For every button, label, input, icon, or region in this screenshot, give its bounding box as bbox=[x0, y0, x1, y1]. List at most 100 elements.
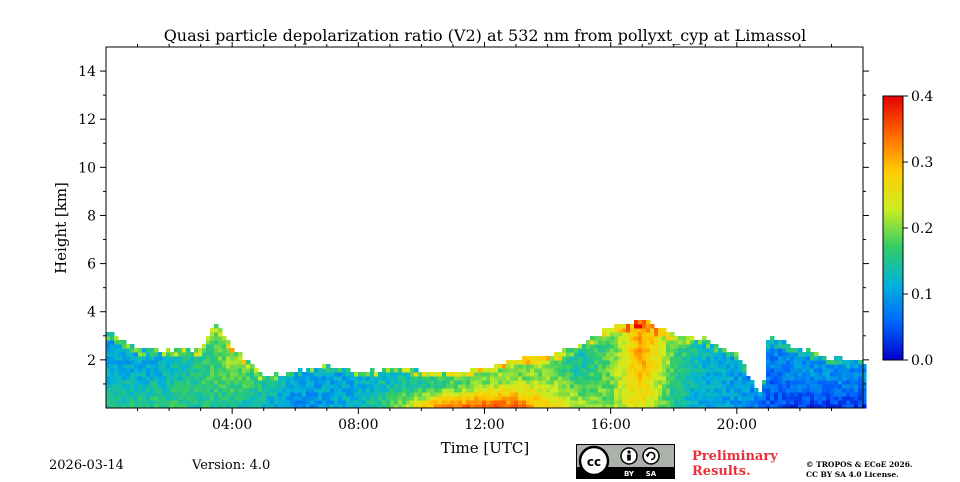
heatmap-cell bbox=[822, 376, 827, 381]
heatmap-cell bbox=[662, 368, 667, 373]
heatmap-cell bbox=[466, 388, 471, 393]
heatmap-cell bbox=[610, 328, 615, 333]
heatmap-cell bbox=[394, 372, 399, 377]
heatmap-cell bbox=[802, 352, 807, 357]
heatmap-cell bbox=[446, 376, 451, 381]
heatmap-cell bbox=[178, 404, 183, 409]
heatmap-cell bbox=[682, 368, 687, 373]
heatmap-cell bbox=[614, 380, 619, 385]
heatmap-cell bbox=[190, 364, 195, 369]
heatmap-cell bbox=[446, 384, 451, 389]
heatmap-cell bbox=[586, 388, 591, 393]
heatmap-cell bbox=[714, 348, 719, 353]
colorbar-tick-label: 0.2 bbox=[911, 221, 933, 237]
heatmap-cell bbox=[778, 376, 783, 381]
heatmap-cell bbox=[634, 400, 639, 405]
heatmap-cell bbox=[706, 388, 711, 393]
heatmap-cell bbox=[470, 384, 475, 389]
heatmap-cell bbox=[534, 404, 539, 409]
heatmap-cell bbox=[198, 372, 203, 377]
heatmap-cell bbox=[474, 392, 479, 397]
heatmap-cell bbox=[318, 388, 323, 393]
heatmap-cell bbox=[470, 376, 475, 381]
heatmap-cell bbox=[106, 396, 111, 401]
heatmap-cell bbox=[770, 344, 775, 349]
heatmap-cell bbox=[190, 360, 195, 365]
heatmap-cell bbox=[858, 372, 863, 377]
heatmap-cell bbox=[654, 352, 659, 357]
heatmap-cell bbox=[578, 388, 583, 393]
heatmap-cell bbox=[862, 364, 867, 369]
heatmap-cell bbox=[438, 376, 443, 381]
heatmap-cell bbox=[258, 384, 263, 389]
heatmap-cell bbox=[646, 392, 651, 397]
heatmap-cell bbox=[622, 348, 627, 353]
heatmap-cell bbox=[490, 376, 495, 381]
heatmap-cell bbox=[806, 380, 811, 385]
heatmap-cell bbox=[174, 388, 179, 393]
heatmap-cell bbox=[802, 372, 807, 377]
heatmap-cell bbox=[662, 400, 667, 405]
heatmap-cell bbox=[806, 396, 811, 401]
heatmap-cell bbox=[250, 404, 255, 409]
heatmap-cell bbox=[678, 352, 683, 357]
heatmap-cell bbox=[734, 360, 739, 365]
heatmap-cell bbox=[562, 400, 567, 405]
heatmap-cell bbox=[746, 400, 751, 405]
heatmap-cell bbox=[310, 372, 315, 377]
heatmap-cell bbox=[214, 344, 219, 349]
heatmap-cell bbox=[430, 376, 435, 381]
heatmap-cell bbox=[254, 368, 259, 373]
heatmap-cell bbox=[338, 392, 343, 397]
heatmap-cell bbox=[214, 364, 219, 369]
heatmap-cell bbox=[130, 404, 135, 409]
heatmap-cell bbox=[274, 388, 279, 393]
heatmap-cell bbox=[594, 368, 599, 373]
heatmap-cell bbox=[322, 392, 327, 397]
heatmap-cell bbox=[138, 380, 143, 385]
heatmap-cell bbox=[334, 376, 339, 381]
heatmap-cell bbox=[122, 384, 127, 389]
heatmap-cell bbox=[450, 404, 455, 409]
heatmap-cell bbox=[522, 376, 527, 381]
heatmap-cell bbox=[218, 404, 223, 409]
heatmap-cell bbox=[678, 360, 683, 365]
heatmap-cell bbox=[722, 368, 727, 373]
heatmap-cell bbox=[690, 384, 695, 389]
heatmap-cell bbox=[610, 340, 615, 345]
heatmap-cell bbox=[262, 404, 267, 409]
heatmap-cell bbox=[674, 336, 679, 341]
heatmap-cell bbox=[834, 372, 839, 377]
heatmap-cell bbox=[602, 328, 607, 333]
heatmap-cell bbox=[574, 396, 579, 401]
heatmap-cell bbox=[706, 404, 711, 409]
heatmap-cell bbox=[794, 404, 799, 409]
heatmap-cell bbox=[722, 352, 727, 357]
heatmap-cell bbox=[578, 356, 583, 361]
heatmap-cell bbox=[790, 356, 795, 361]
heatmap-cell bbox=[114, 376, 119, 381]
heatmap-cell bbox=[570, 372, 575, 377]
heatmap-cell bbox=[750, 388, 755, 393]
heatmap-cell bbox=[438, 396, 443, 401]
heatmap-cell bbox=[822, 384, 827, 389]
heatmap-cell bbox=[650, 384, 655, 389]
heatmap-cell bbox=[798, 368, 803, 373]
heatmap-cell bbox=[370, 400, 375, 405]
heatmap-cell bbox=[706, 352, 711, 357]
heatmap-cell bbox=[690, 340, 695, 345]
heatmap-cell bbox=[658, 388, 663, 393]
heatmap-cell bbox=[518, 380, 523, 385]
heatmap-cell bbox=[602, 388, 607, 393]
heatmap-cell bbox=[530, 364, 535, 369]
heatmap-cell bbox=[834, 368, 839, 373]
heatmap-cell bbox=[218, 344, 223, 349]
heatmap-cell bbox=[546, 356, 551, 361]
heatmap-cell bbox=[162, 388, 167, 393]
heatmap-cell bbox=[646, 376, 651, 381]
heatmap-cell bbox=[798, 364, 803, 369]
heatmap-cell bbox=[350, 388, 355, 393]
heatmap-cell bbox=[646, 352, 651, 357]
heatmap-cell bbox=[138, 356, 143, 361]
heatmap-cell bbox=[714, 356, 719, 361]
